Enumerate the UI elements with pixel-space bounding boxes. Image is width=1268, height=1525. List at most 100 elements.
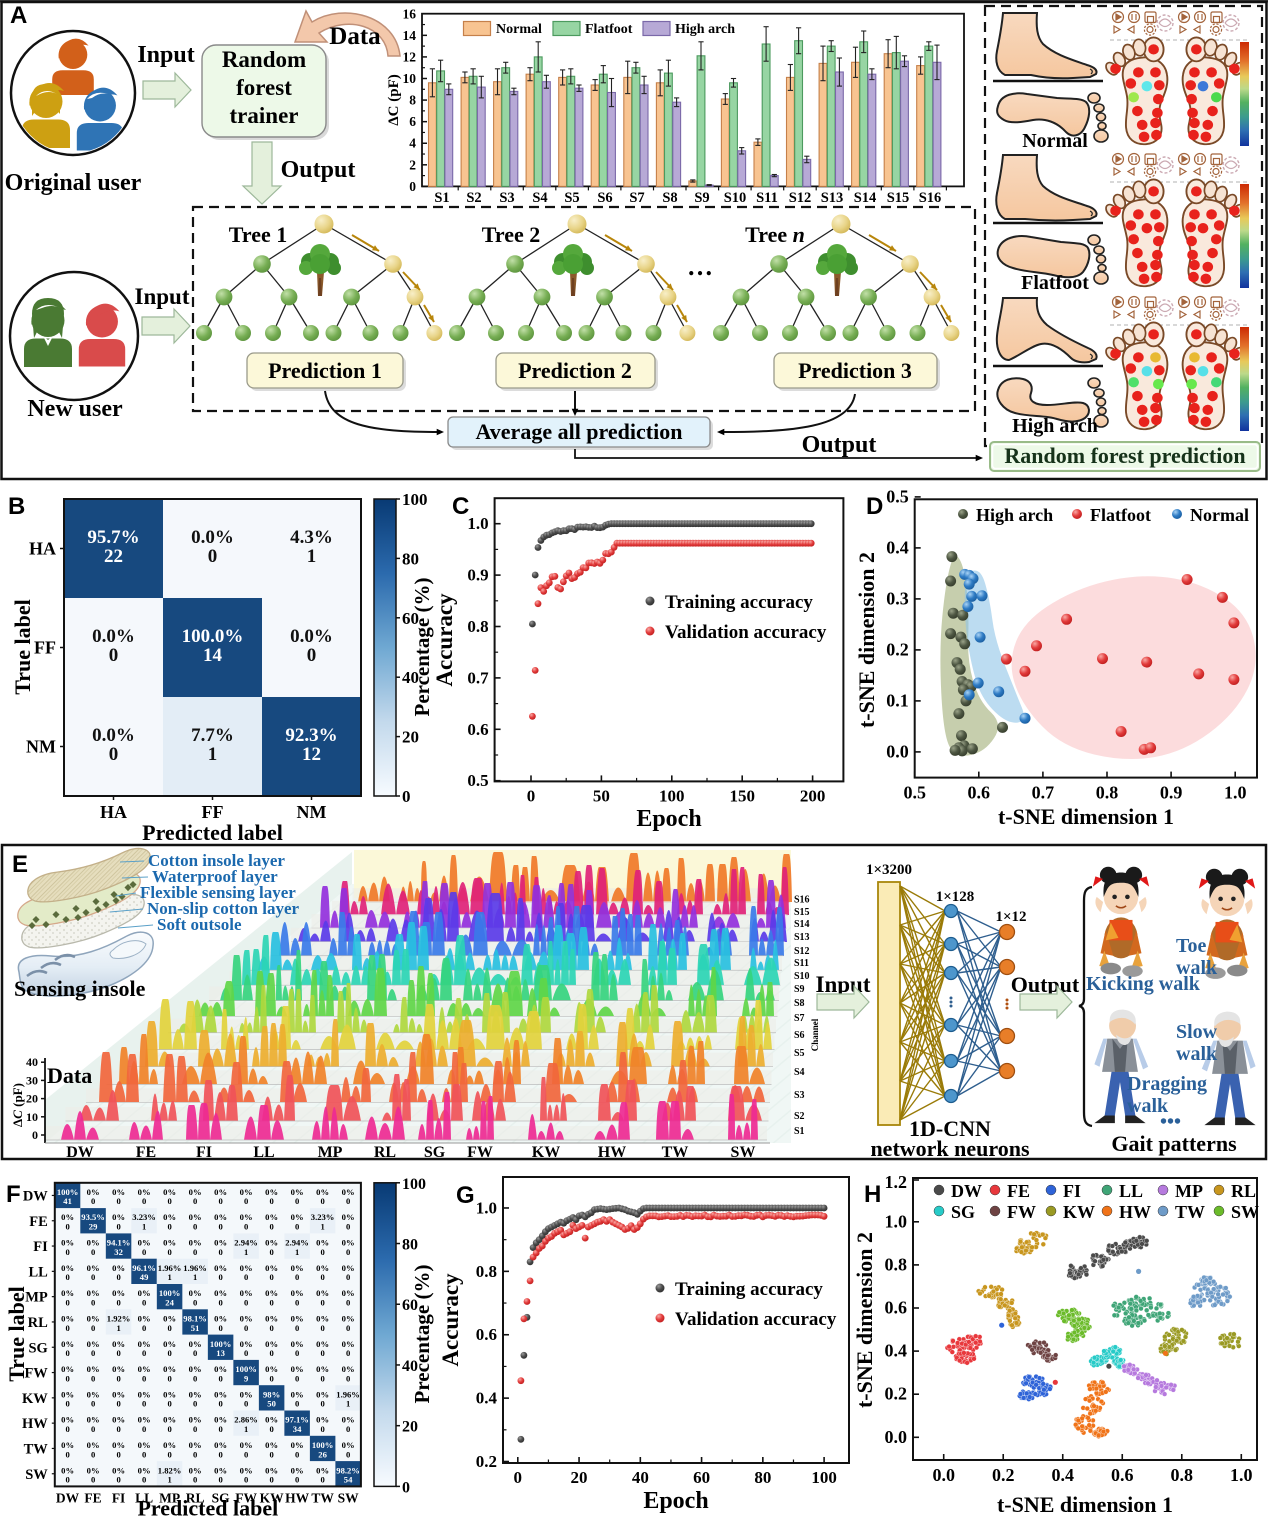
svg-text:forest: forest	[236, 75, 292, 100]
svg-text:60: 60	[402, 609, 419, 628]
svg-text:0%: 0%	[87, 1314, 100, 1324]
svg-text:0%: 0%	[265, 1364, 278, 1374]
svg-text:1: 1	[346, 1399, 350, 1409]
svg-text:F: F	[6, 1181, 21, 1208]
svg-text:1.0: 1.0	[885, 1211, 908, 1231]
svg-text:Normal: Normal	[1022, 130, 1088, 152]
svg-text:Tree 1: Tree 1	[229, 222, 287, 247]
svg-text:Average all prediction: Average all prediction	[476, 419, 683, 444]
svg-text:0: 0	[65, 1222, 69, 1232]
svg-text:0.2: 0.2	[885, 1384, 908, 1404]
svg-text:20: 20	[26, 1092, 38, 1106]
svg-text:0.0: 0.0	[886, 741, 909, 761]
svg-text:0: 0	[244, 1298, 248, 1308]
svg-text:0%: 0%	[87, 1415, 100, 1425]
svg-text:Data: Data	[329, 23, 381, 50]
svg-text:1: 1	[320, 1222, 324, 1232]
svg-text:S11: S11	[756, 190, 778, 206]
svg-text:0: 0	[295, 1373, 299, 1383]
svg-text:S3: S3	[794, 1090, 805, 1101]
svg-text:S3: S3	[499, 190, 514, 206]
svg-text:0.6: 0.6	[1111, 1465, 1134, 1485]
svg-text:0: 0	[295, 1222, 299, 1232]
svg-text:High arch: High arch	[1012, 415, 1098, 437]
svg-text:4: 4	[409, 136, 416, 151]
svg-text:FF: FF	[202, 802, 224, 822]
svg-text:0%: 0%	[112, 1364, 125, 1374]
svg-text:0: 0	[116, 1348, 120, 1358]
svg-text:0%: 0%	[316, 1389, 329, 1399]
svg-text:0: 0	[218, 1272, 222, 1282]
svg-text:Prediction 3: Prediction 3	[798, 358, 912, 383]
svg-text:0: 0	[167, 1247, 171, 1257]
svg-text:0: 0	[244, 1222, 248, 1232]
svg-text:0: 0	[193, 1247, 197, 1257]
svg-text:34: 34	[293, 1424, 302, 1434]
svg-text:S10: S10	[794, 971, 810, 982]
svg-text:Original user: Original user	[5, 170, 142, 196]
svg-text:0: 0	[142, 1196, 146, 1206]
svg-text:HW: HW	[285, 1490, 310, 1505]
svg-text:0%: 0%	[138, 1314, 151, 1324]
svg-text:0%: 0%	[316, 1238, 329, 1248]
svg-text:FW: FW	[235, 1490, 257, 1505]
svg-text:0: 0	[91, 1475, 95, 1485]
svg-text:0: 0	[193, 1348, 197, 1358]
svg-text:0: 0	[269, 1373, 273, 1383]
svg-text:0.0%: 0.0%	[290, 626, 333, 647]
svg-text:0%: 0%	[316, 1364, 329, 1374]
svg-text:0%: 0%	[291, 1389, 304, 1399]
svg-text:0%: 0%	[214, 1415, 227, 1425]
svg-text:0%: 0%	[291, 1364, 304, 1374]
svg-text:Prediction 2: Prediction 2	[518, 358, 632, 383]
svg-text:Data: Data	[47, 1063, 92, 1088]
svg-text:60: 60	[402, 1297, 418, 1314]
svg-text:0: 0	[218, 1196, 222, 1206]
svg-text:0.4: 0.4	[886, 537, 909, 557]
svg-text:High arch: High arch	[976, 505, 1053, 525]
svg-text:0: 0	[244, 1399, 248, 1409]
svg-text:0%: 0%	[240, 1465, 253, 1475]
svg-text:0%: 0%	[291, 1212, 304, 1222]
svg-text:DW: DW	[66, 1144, 94, 1161]
svg-text:1: 1	[295, 1247, 299, 1257]
svg-text:0%: 0%	[316, 1288, 329, 1298]
svg-text:0.8: 0.8	[1171, 1465, 1194, 1485]
svg-text:FW: FW	[467, 1144, 493, 1161]
svg-text:0: 0	[167, 1449, 171, 1459]
svg-text:0.0%: 0.0%	[92, 626, 135, 647]
svg-text:0: 0	[295, 1323, 299, 1333]
svg-text:150: 150	[729, 786, 755, 805]
svg-text:0: 0	[269, 1449, 273, 1459]
svg-text:0%: 0%	[163, 1238, 176, 1248]
svg-text:0: 0	[218, 1399, 222, 1409]
svg-text:0: 0	[65, 1272, 69, 1282]
svg-text:LL: LL	[253, 1144, 274, 1161]
svg-text:0%: 0%	[214, 1212, 227, 1222]
svg-text:Random forest prediction: Random forest prediction	[1004, 443, 1245, 468]
svg-text:S7: S7	[629, 190, 644, 206]
svg-text:0: 0	[320, 1424, 324, 1434]
svg-text:0: 0	[307, 645, 317, 666]
svg-text:Slow: Slow	[1176, 1021, 1218, 1043]
svg-text:DW: DW	[23, 1188, 48, 1204]
svg-text:0: 0	[218, 1475, 222, 1485]
svg-text:14: 14	[203, 645, 223, 666]
svg-text:0: 0	[142, 1298, 146, 1308]
svg-text:0%: 0%	[265, 1339, 278, 1349]
svg-text:S13: S13	[821, 190, 844, 206]
svg-text:Input: Input	[816, 972, 871, 997]
svg-text:0%: 0%	[342, 1314, 355, 1324]
svg-text:14: 14	[403, 28, 417, 43]
svg-text:0.8: 0.8	[885, 1254, 908, 1274]
svg-text:1×128: 1×128	[936, 889, 975, 905]
svg-text:Training accuracy: Training accuracy	[665, 592, 813, 613]
svg-text:S5: S5	[794, 1048, 805, 1059]
svg-text:97.1%: 97.1%	[285, 1415, 309, 1425]
svg-text:20: 20	[402, 1419, 418, 1436]
svg-text:0%: 0%	[112, 1288, 125, 1298]
svg-text:0: 0	[109, 645, 119, 666]
svg-text:FE: FE	[136, 1144, 156, 1161]
svg-text:0: 0	[295, 1475, 299, 1485]
svg-text:0: 0	[320, 1196, 324, 1206]
